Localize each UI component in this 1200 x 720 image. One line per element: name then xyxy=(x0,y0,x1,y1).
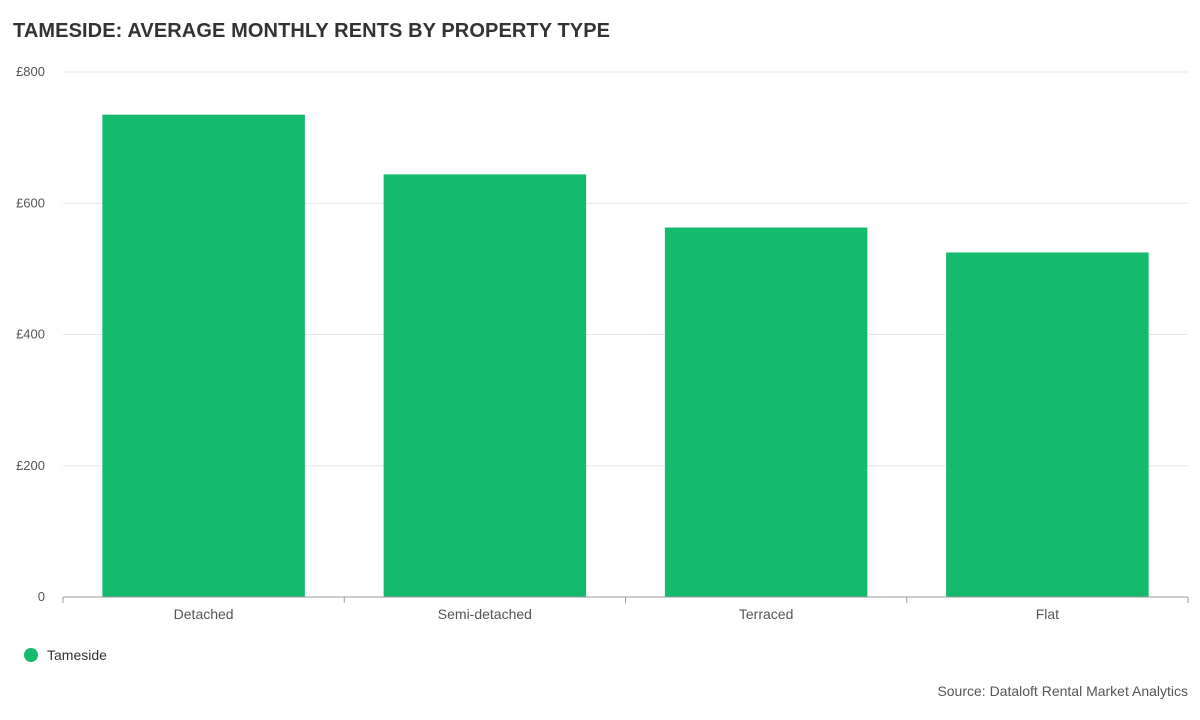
x-tick-label: Detached xyxy=(174,606,234,622)
x-axis xyxy=(62,596,1189,603)
x-tick-label: Semi-detached xyxy=(438,606,532,622)
legend: Tameside xyxy=(24,647,107,663)
chart-title: TAMESIDE: AVERAGE MONTHLY RENTS BY PROPE… xyxy=(13,20,611,42)
bar xyxy=(102,114,305,597)
legend-swatch xyxy=(24,648,38,662)
bar-chart: 0 £200 £400 £600 £800 Detached Semi-detached T… xyxy=(16,64,1189,622)
bar xyxy=(664,227,868,597)
bar xyxy=(383,174,587,597)
bars xyxy=(102,114,1149,597)
bar xyxy=(946,252,1149,597)
y-tick-label: £400 xyxy=(16,327,45,342)
legend-label: Tameside xyxy=(47,647,107,663)
x-axis-tick-labels: Detached Semi-detached Terraced Flat xyxy=(174,606,1059,622)
y-tick-label: 0 xyxy=(38,589,45,604)
x-tick-label: Flat xyxy=(1036,606,1059,622)
y-tick-label: £800 xyxy=(16,64,45,79)
x-tick-label: Terraced xyxy=(739,606,793,622)
source-note: Source: Dataloft Rental Market Analytics xyxy=(937,683,1188,699)
y-tick-label: £200 xyxy=(16,458,45,473)
y-axis-tick-labels: 0 £200 £400 £600 £800 xyxy=(16,64,45,604)
y-tick-label: £600 xyxy=(16,195,45,210)
